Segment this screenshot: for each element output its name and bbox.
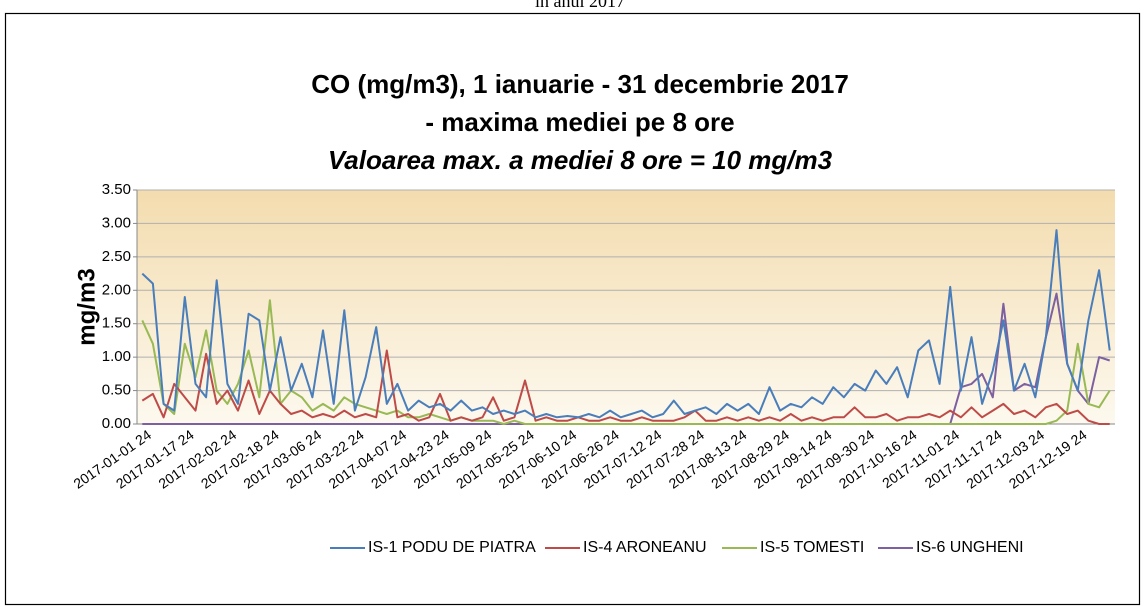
- annotation: Valoarea max. a mediei 8 ore = 10 mg/m3: [328, 145, 833, 175]
- y-tick-label: 3.00: [102, 214, 131, 231]
- y-tick-label: 0.00: [102, 415, 131, 432]
- y-tick-label: 3.50: [102, 181, 131, 198]
- legend-label: IS-5 TOMESTI: [760, 539, 864, 556]
- legend-label: IS-4 ARONEANU: [583, 539, 707, 556]
- y-tick-label: 2.50: [102, 248, 131, 265]
- series-line: [141, 299, 1111, 425]
- y-tick-label: 1.50: [102, 315, 131, 332]
- chart-subtitle: - maxima mediei pe 8 ore: [425, 107, 734, 137]
- caption: în anul 2017: [534, 0, 625, 11]
- y-axis-title: mg/m3: [73, 268, 100, 345]
- y-tick-label: 0.50: [102, 382, 131, 399]
- series-line: [141, 229, 1111, 419]
- legend-label: IS-6 UNGHENI: [916, 539, 1024, 556]
- y-tick-label: 2.00: [102, 281, 131, 298]
- y-tick-label: 1.00: [102, 348, 131, 365]
- plot-area: [137, 190, 1115, 424]
- series-line: [141, 349, 1110, 425]
- chart-title: CO (mg/m3), 1 ianuarie - 31 decembrie 20…: [311, 69, 849, 99]
- legend-label: IS-1 PODU DE PIATRA: [368, 539, 536, 556]
